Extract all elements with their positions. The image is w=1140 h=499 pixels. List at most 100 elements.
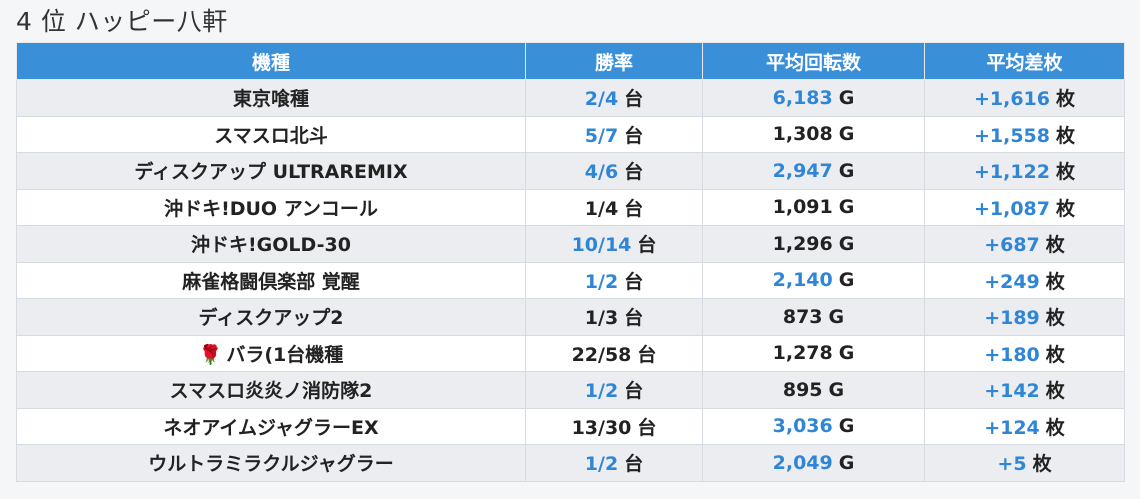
rose-icon: 🌹 — [198, 343, 223, 366]
cell-win-rate: 4/6 台 — [525, 152, 703, 190]
table-row: スマスロ炎炎ノ消防隊2 1/2 台 895 G +142 枚 — [16, 371, 1125, 409]
cell-avg-spins: 2,140 G — [702, 261, 925, 299]
cell-avg-diff: +1,616 枚 — [924, 79, 1125, 117]
cell-model: ディスクアップ2 — [16, 298, 526, 336]
column-header-avg-diff: 平均差枚 — [924, 42, 1125, 80]
model-name: 沖ドキ!DUO アンコール — [164, 197, 378, 220]
model-name: 沖ドキ!GOLD-30 — [191, 234, 351, 257]
model-name: ウルトラミラクルジャグラー — [148, 453, 394, 476]
cell-model: 🌹 バラ(1台機種 — [16, 334, 526, 372]
cell-avg-spins: 2,049 G — [702, 444, 925, 482]
cell-win-rate: 1/2 台 — [525, 371, 703, 409]
cell-model: 東京喰種 — [16, 79, 526, 117]
cell-win-rate: 1/4 台 — [525, 188, 703, 226]
cell-avg-spins: 2,947 G — [702, 152, 925, 190]
cell-avg-diff-unit: 枚 — [1032, 453, 1052, 476]
model-name: バラ(1台機種 — [226, 343, 344, 366]
cell-avg-diff: +1,087 枚 — [924, 188, 1125, 226]
cell-win-rate-value: 5/7 — [584, 124, 619, 147]
cell-model: ディスクアップ ULTRAREMIX — [16, 152, 526, 190]
cell-win-rate: 5/7 台 — [525, 115, 703, 153]
cell-win-rate-value: 4/6 — [584, 161, 619, 184]
cell-avg-diff-unit: 枚 — [1056, 88, 1076, 111]
cell-avg-spins-unit: G — [828, 378, 845, 401]
cell-avg-diff-value: +142 — [984, 380, 1040, 403]
cell-win-rate-unit: 台 — [637, 343, 657, 366]
cell-avg-spins-value: 2,947 — [772, 159, 833, 182]
cell-win-rate-unit: 台 — [624, 453, 644, 476]
cell-avg-spins-value: 873 — [782, 305, 823, 328]
cell-win-rate-value: 10/14 — [571, 234, 632, 257]
table-body: 東京喰種 2/4 台 6,183 G +1,616 枚スマスロ北斗 5/7 台 1,308 G +1,… — [16, 79, 1125, 482]
model-name: スマスロ北斗 — [214, 124, 328, 147]
cell-avg-diff: +124 枚 — [924, 407, 1125, 445]
cell-model: 沖ドキ!GOLD-30 — [16, 225, 526, 263]
cell-win-rate-value: 1/4 — [584, 197, 619, 220]
cell-win-rate-unit: 台 — [624, 124, 644, 147]
model-name: ネオアイムジャグラーEX — [163, 416, 379, 439]
cell-avg-spins: 3,036 G — [702, 407, 925, 445]
cell-model: ネオアイムジャグラーEX — [16, 407, 526, 445]
cell-avg-spins-value: 1,278 — [772, 342, 833, 365]
cell-avg-diff-value: +1,122 — [973, 161, 1050, 184]
cell-avg-diff-unit: 枚 — [1045, 343, 1065, 366]
model-name: スマスロ炎炎ノ消防隊2 — [169, 380, 373, 403]
cell-avg-diff: +180 枚 — [924, 334, 1125, 372]
table-row: ディスクアップ ULTRAREMIX 4/6 台 2,947 G +1,122 枚 — [16, 152, 1125, 190]
cell-avg-spins-unit: G — [838, 123, 855, 146]
cell-avg-spins-value: 3,036 — [772, 415, 833, 438]
cell-avg-spins-unit: G — [838, 159, 855, 182]
cell-win-rate: 22/58 台 — [525, 334, 703, 372]
cell-win-rate-unit: 台 — [624, 197, 644, 220]
cell-avg-spins-value: 2,049 — [772, 451, 833, 474]
cell-avg-spins: 1,091 G — [702, 188, 925, 226]
cell-win-rate-value: 2/4 — [584, 88, 619, 111]
cell-win-rate-value: 1/2 — [584, 380, 619, 403]
cell-avg-spins: 6,183 G — [702, 79, 925, 117]
cell-win-rate-unit: 台 — [624, 307, 644, 330]
table-row: 沖ドキ!DUO アンコール 1/4 台 1,091 G +1,087 枚 — [16, 188, 1125, 226]
cell-avg-spins-unit: G — [838, 196, 855, 219]
cell-avg-spins: 1,308 G — [702, 115, 925, 153]
cell-avg-spins-unit: G — [828, 305, 845, 328]
cell-avg-spins-unit: G — [838, 232, 855, 255]
cell-avg-spins: 1,296 G — [702, 225, 925, 263]
page-title: 4 位 ハッピー八軒 — [16, 7, 228, 36]
cell-win-rate-value: 1/2 — [584, 270, 619, 293]
column-header-win-rate: 勝率 — [525, 42, 703, 80]
cell-win-rate-unit: 台 — [624, 161, 644, 184]
column-header-model: 機種 — [16, 42, 526, 80]
cell-win-rate: 2/4 台 — [525, 79, 703, 117]
cell-win-rate-value: 1/2 — [584, 453, 619, 476]
cell-avg-diff-unit: 枚 — [1045, 307, 1065, 330]
cell-avg-diff: +1,122 枚 — [924, 152, 1125, 190]
cell-avg-diff: +5 枚 — [924, 444, 1125, 482]
table-row: ディスクアップ2 1/3 台 873 G +189 枚 — [16, 298, 1125, 336]
table-row: 東京喰種 2/4 台 6,183 G +1,616 枚 — [16, 79, 1125, 117]
model-name: ディスクアップ2 — [198, 307, 344, 330]
cell-avg-spins-unit: G — [838, 342, 855, 365]
cell-avg-diff-value: +5 — [997, 453, 1027, 476]
cell-avg-spins: 895 G — [702, 371, 925, 409]
cell-avg-diff-unit: 枚 — [1056, 124, 1076, 147]
cell-win-rate-value: 22/58 — [571, 343, 632, 366]
cell-win-rate: 1/2 台 — [525, 261, 703, 299]
cell-avg-diff-unit: 枚 — [1045, 234, 1065, 257]
cell-avg-spins-value: 6,183 — [772, 86, 833, 109]
table-row: 沖ドキ!GOLD-30 10/14 台 1,296 G +687 枚 — [16, 225, 1125, 263]
model-name: 麻雀格闘倶楽部 覚醒 — [182, 270, 360, 293]
table-row: 🌹 バラ(1台機種 22/58 台 1,278 G +180 枚 — [16, 334, 1125, 372]
cell-avg-diff: +189 枚 — [924, 298, 1125, 336]
cell-avg-diff: +687 枚 — [924, 225, 1125, 263]
model-name: ディスクアップ ULTRAREMIX — [134, 161, 408, 184]
cell-avg-spins-unit: G — [838, 86, 855, 109]
cell-win-rate: 10/14 台 — [525, 225, 703, 263]
cell-win-rate-unit: 台 — [624, 270, 644, 293]
cell-avg-spins-value: 895 — [782, 378, 823, 401]
cell-avg-diff-value: +249 — [984, 270, 1040, 293]
table-row: 麻雀格闘倶楽部 覚醒 1/2 台 2,140 G +249 枚 — [16, 261, 1125, 299]
model-name: 東京喰種 — [232, 88, 309, 111]
cell-avg-diff: +1,558 枚 — [924, 115, 1125, 153]
cell-avg-diff-unit: 枚 — [1045, 416, 1065, 439]
cell-avg-diff-value: +189 — [984, 307, 1040, 330]
